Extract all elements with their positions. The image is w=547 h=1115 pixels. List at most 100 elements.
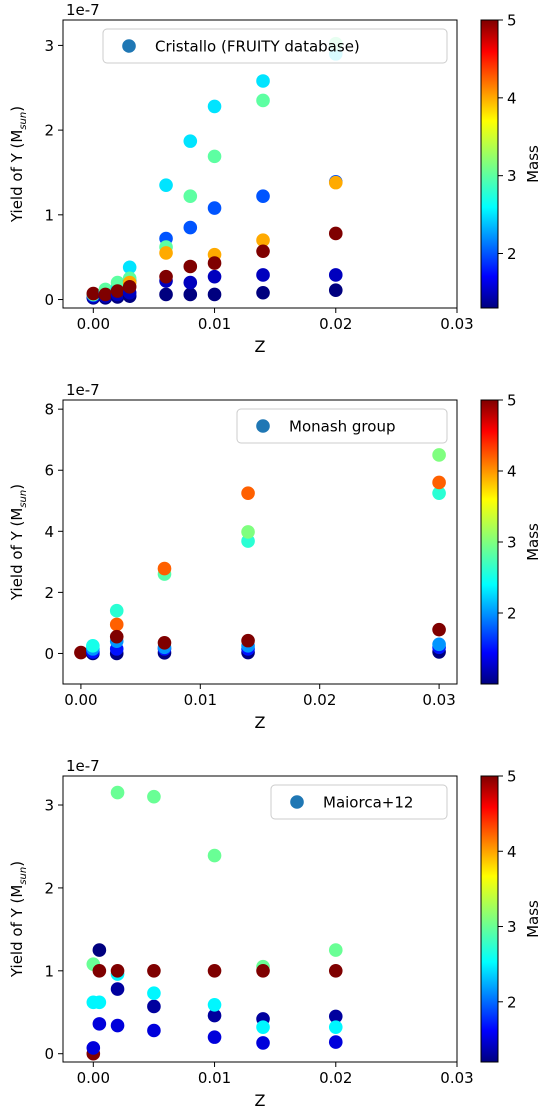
legend-label: Monash group — [289, 418, 395, 436]
data-point — [256, 233, 270, 248]
colorbar-label: Mass — [524, 145, 542, 183]
data-point — [207, 256, 222, 270]
data-point — [207, 1030, 222, 1044]
x-tick-label: 0.01 — [184, 691, 217, 709]
data-point — [159, 269, 173, 284]
data-point — [241, 486, 255, 500]
colorbar-tick-label: 3 — [507, 918, 517, 936]
data-point — [207, 99, 222, 114]
data-point — [183, 189, 198, 203]
data-point — [432, 475, 446, 490]
data-point — [207, 149, 222, 164]
x-tick-label: 0.01 — [198, 1069, 231, 1087]
y-tick-label: 2 — [44, 879, 54, 897]
data-point — [328, 268, 343, 282]
colorbar-tick-label: 5 — [507, 12, 517, 30]
y-axis-label-main: Yield of Y (M — [8, 508, 26, 601]
data-point — [183, 287, 198, 302]
offset-text: 1e-7 — [66, 757, 100, 775]
data-point — [147, 1023, 161, 1038]
y-tick-label: 8 — [44, 401, 54, 419]
data-point — [159, 246, 173, 260]
legend-marker — [290, 795, 304, 809]
y-axis-label-tail: ) — [8, 484, 26, 490]
colorbar-tick-label: 3 — [507, 167, 517, 185]
data-point — [110, 284, 125, 298]
x-tick-label: 0.02 — [319, 1069, 352, 1087]
legend-box — [270, 784, 448, 820]
y-axis-label-sub: sun — [18, 112, 29, 130]
colorbar-tick-label: 2 — [507, 245, 517, 263]
data-point — [207, 269, 222, 284]
data-point — [328, 1035, 343, 1049]
data-point — [207, 964, 222, 978]
colorbar — [480, 775, 499, 1063]
offset-text: 1e-7 — [66, 1, 100, 19]
data-point — [328, 964, 343, 978]
data-point — [157, 635, 172, 650]
data-point — [183, 259, 198, 274]
plot-frame — [62, 19, 458, 309]
data-point — [110, 1018, 125, 1033]
y-axis-label: Yield of Y (Msun) — [8, 484, 29, 601]
y-tick-label: 1 — [44, 206, 54, 224]
legend-marker — [122, 39, 136, 53]
data-point — [183, 220, 198, 235]
data-point — [122, 280, 137, 294]
data-point — [157, 561, 172, 576]
legend-marker — [256, 419, 270, 433]
x-tick-label: 0.02 — [303, 691, 336, 709]
data-point — [110, 964, 125, 978]
data-point — [207, 201, 222, 215]
colorbar-tick-label: 4 — [507, 843, 517, 861]
y-axis-label-sub: sun — [18, 490, 29, 508]
scatter-points — [86, 36, 343, 305]
colorbar-tick-label: 4 — [507, 89, 517, 107]
colorbar-tick-label: 2 — [507, 605, 517, 623]
colorbar-tick-label: 2 — [507, 993, 517, 1011]
scatter-points — [86, 785, 343, 1061]
y-tick-label: 0 — [44, 645, 54, 663]
x-tick-label: 0.03 — [440, 1069, 473, 1087]
x-tick-label: 0.02 — [319, 315, 352, 333]
data-point — [122, 260, 137, 275]
colorbar-label: Mass — [524, 900, 542, 938]
data-point — [183, 134, 198, 148]
data-point — [92, 943, 107, 957]
data-point — [328, 226, 343, 241]
plot-frame — [62, 399, 458, 685]
data-point — [110, 982, 125, 996]
data-point — [147, 789, 161, 804]
data-point — [159, 178, 173, 192]
data-point — [241, 525, 255, 539]
data-point — [207, 998, 222, 1012]
y-axis-label-main: Yield of Y (M — [8, 130, 26, 223]
x-tick-label: 0.00 — [64, 691, 97, 709]
data-point — [92, 1017, 107, 1031]
chart-panel-2: 0.00 0.01 0.02 0.03 0 2 4 6 8 1e-7 Z Yield of Y (Ms… — [8, 381, 542, 732]
scatter-points — [74, 448, 446, 661]
data-point — [109, 603, 124, 618]
y-axis-label-tail: ) — [8, 861, 26, 867]
x-tick-label: 0.00 — [77, 315, 110, 333]
data-point — [432, 486, 446, 500]
data-point — [110, 785, 125, 800]
data-point — [256, 964, 270, 978]
colorbar-tick-label: 5 — [507, 392, 517, 410]
data-point — [256, 74, 270, 88]
chart-panel-1: 0.00 0.01 0.02 0.03 0 1 2 3 1e-7 Z Yield of Y (Msu… — [8, 1, 542, 356]
data-point — [86, 1041, 101, 1055]
colorbar — [480, 399, 499, 685]
data-point — [328, 1009, 343, 1024]
legend-box — [102, 28, 448, 64]
y-tick-label: 2 — [44, 584, 54, 602]
offset-text: 1e-7 — [66, 381, 100, 399]
y-tick-label: 1 — [44, 962, 54, 980]
y-axis-label: Yield of Y (Msun) — [8, 861, 29, 978]
x-axis-label: Z — [255, 1091, 266, 1110]
data-point — [147, 999, 161, 1014]
data-point — [256, 93, 270, 108]
data-point — [86, 639, 100, 653]
x-tick-label: 0.03 — [440, 315, 473, 333]
